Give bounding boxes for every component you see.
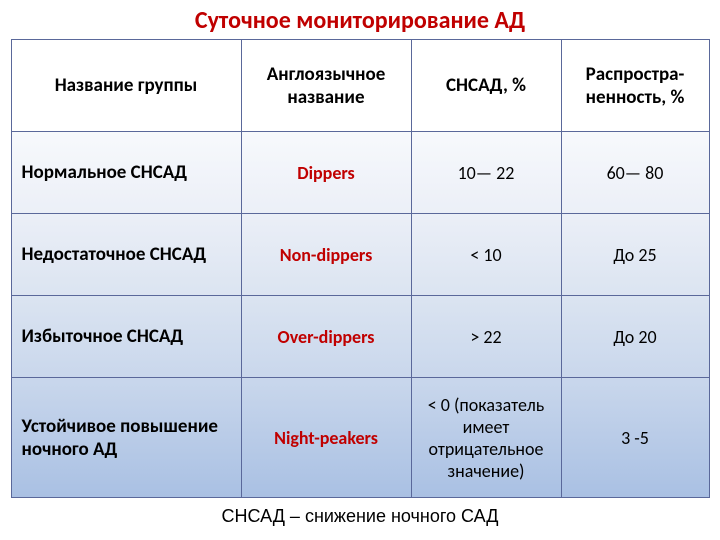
cell-snsad: < 10 <box>411 214 561 296</box>
cell-snsad: > 22 <box>411 296 561 378</box>
table-row: Избыточное СНСАД Over-dippers > 22 До 20 <box>11 296 709 378</box>
cell-prevalence: 60— 80 <box>561 132 709 214</box>
cell-group: Недостаточное СНСАД <box>11 214 241 296</box>
header-group: Название группы <box>11 40 241 132</box>
header-english: Англоязычное название <box>241 40 411 132</box>
cell-group: Избыточное СНСАД <box>11 296 241 378</box>
table-row: Недостаточное СНСАД Non-dippers < 10 До … <box>11 214 709 296</box>
cell-group: Нормальное СНСАД <box>11 132 241 214</box>
page-title: Суточное мониторирование АД <box>0 0 720 39</box>
table-row: Нормальное СНСАД Dippers 10— 22 60— 80 <box>11 132 709 214</box>
header-snsad: СНСАД, % <box>411 40 561 132</box>
cell-prevalence: До 25 <box>561 214 709 296</box>
header-prevalence: Распростра-ненность, % <box>561 40 709 132</box>
table-header-row: Название группы Англоязычное название СН… <box>11 40 709 132</box>
footnote: СНСАД – снижение ночного САД <box>0 498 720 527</box>
cell-snsad: 10— 22 <box>411 132 561 214</box>
table-row: Устойчивое повышение ночного АД Night-pe… <box>11 378 709 498</box>
cell-group: Устойчивое повышение ночного АД <box>11 378 241 498</box>
cell-english: Night-peakers <box>241 378 411 498</box>
cell-prevalence: 3 -5 <box>561 378 709 498</box>
cell-english: Over-dippers <box>241 296 411 378</box>
cell-english: Dippers <box>241 132 411 214</box>
cell-english: Non-dippers <box>241 214 411 296</box>
bp-monitoring-table: Название группы Англоязычное название СН… <box>11 39 710 498</box>
cell-snsad: < 0 (показатель имеет отрицательное знач… <box>411 378 561 498</box>
cell-prevalence: До 20 <box>561 296 709 378</box>
